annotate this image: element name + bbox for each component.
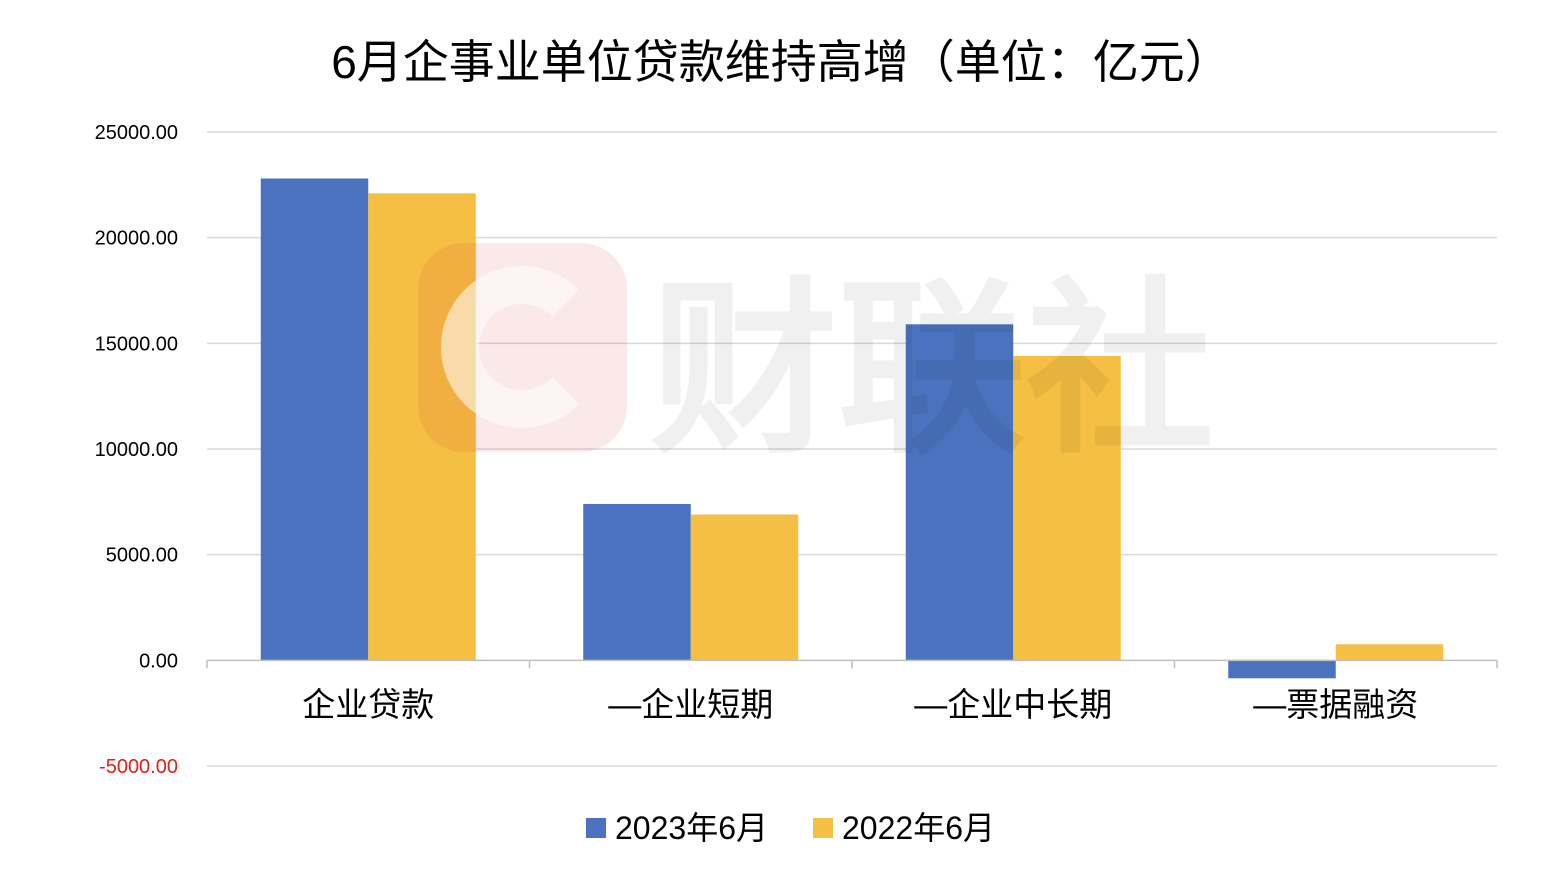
c-logo-icon [418, 243, 627, 452]
y-tick-label: 10000.00 [95, 439, 178, 461]
watermark-text: 财联社 [650, 265, 1214, 475]
bar-series-2 [368, 193, 476, 661]
x-axis [206, 659, 1498, 669]
legend-label: 2022年6月 [842, 810, 995, 846]
category-label: 企业贷款 [302, 686, 434, 723]
y-tick-label: -5000.00 [99, 756, 178, 778]
category-label: —企业短期 [608, 686, 773, 723]
legend-label: 2023年6月 [615, 810, 768, 846]
bar-series-1 [260, 178, 369, 661]
bar-series-2 [1335, 644, 1444, 661]
y-tick-label: 25000.00 [95, 122, 178, 144]
y-tick-label: 0.00 [139, 650, 178, 672]
logo-c-shape [441, 266, 580, 428]
bar-series-1 [1228, 660, 1336, 679]
bar-series-1 [905, 324, 1014, 661]
y-tick-label: 5000.00 [106, 545, 178, 567]
y-tick-label: 15000.00 [95, 333, 178, 355]
legend: 2023年6月 2022年6月 [586, 810, 995, 846]
legend-swatch [586, 818, 606, 838]
bar-series-2 [690, 514, 799, 661]
bars [260, 178, 1444, 679]
y-axis-labels: 25000.00 20000.00 15000.00 10000.00 5000.00 0… [95, 122, 178, 778]
watermark: 财联社 [418, 243, 1214, 475]
category-label: —票据融资 [1253, 686, 1418, 723]
legend-item-series-1: 2023年6月 [586, 810, 768, 846]
chart-title: 6月企事业单位贷款维持高增（单位：亿元） [331, 36, 1231, 88]
y-tick-label: 20000.00 [95, 228, 178, 250]
bar-series-1 [583, 503, 691, 661]
category-label: —企业中长期 [914, 686, 1112, 723]
category-labels: 企业贷款 —企业短期 —企业中长期 —票据融资 [302, 686, 1418, 723]
legend-item-series-2: 2022年6月 [813, 810, 995, 846]
bar-series-2 [1013, 356, 1121, 661]
legend-swatch [813, 818, 833, 838]
